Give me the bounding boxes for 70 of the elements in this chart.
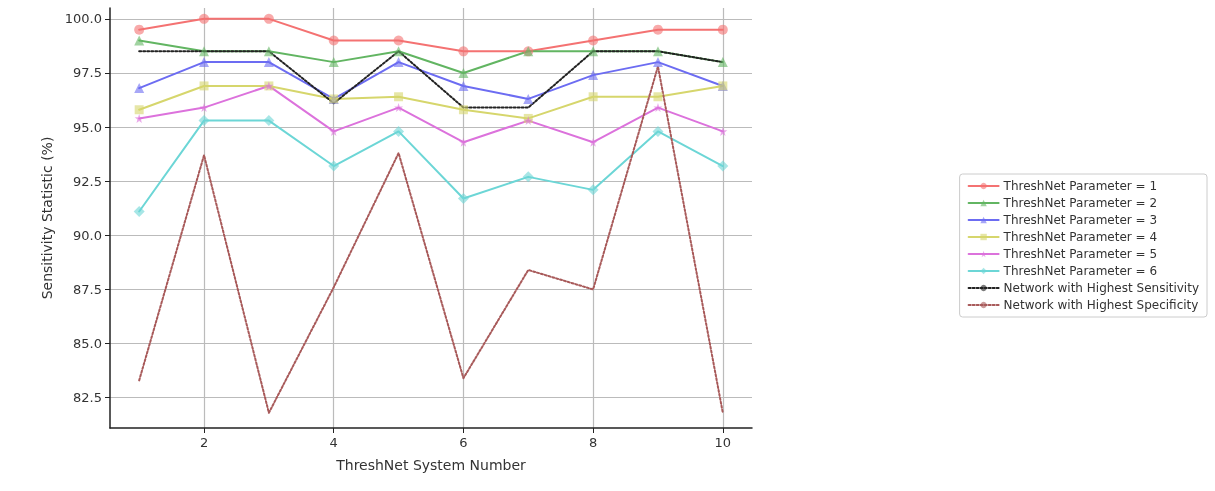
x-tick-label: 2 [199, 435, 209, 450]
y-tick-label: 97.5 [73, 65, 102, 81]
point [263, 115, 275, 127]
point [457, 193, 469, 205]
x-tick-label: 6 [459, 435, 468, 450]
legend-label: ThreshNet Parameter = 1 [1002, 179, 1158, 193]
y-axis-title: Sensitivity Statistic (%) [38, 136, 55, 300]
point [134, 83, 145, 94]
point [458, 105, 468, 115]
point [199, 46, 210, 57]
y-tick-label: 92.5 [73, 173, 102, 189]
point [199, 103, 209, 113]
legend-label: ThreshNet Parameter = 5 [1002, 247, 1158, 261]
x-tick-label: 4 [329, 435, 338, 450]
y-tick-label: 85.0 [73, 336, 102, 352]
point [522, 171, 534, 183]
point [588, 70, 599, 81]
point [199, 13, 210, 24]
point [263, 46, 274, 57]
point [328, 160, 340, 172]
point [393, 57, 404, 68]
x-axis-title: ThreshNet System Number [335, 457, 527, 473]
y-tick-label: 87.5 [73, 281, 102, 297]
point [458, 67, 469, 78]
point [198, 115, 210, 127]
point [523, 93, 534, 104]
point [263, 13, 274, 24]
point [134, 24, 145, 35]
point [718, 126, 728, 136]
point [653, 103, 663, 113]
point [717, 24, 728, 35]
point [393, 125, 405, 137]
x-tick-label: 10 [714, 435, 732, 450]
legend-label: Network with Highest Sensitivity [1003, 281, 1200, 295]
x-tick-label: 8 [588, 435, 598, 450]
point [458, 137, 468, 147]
point [134, 105, 144, 115]
point [134, 35, 145, 46]
point [328, 35, 339, 46]
point [652, 24, 663, 35]
y-tick-label: 90.0 [73, 227, 102, 243]
point [587, 184, 599, 196]
point [717, 160, 729, 172]
legend-label: Network with Highest Specificity [1003, 298, 1199, 312]
point [394, 103, 404, 113]
point [588, 46, 599, 57]
point [199, 81, 209, 91]
point [458, 80, 469, 91]
point [393, 46, 404, 57]
point [199, 57, 210, 68]
y-tick-label: 95.0 [73, 119, 102, 135]
y-tick-label: 82.5 [73, 390, 102, 406]
point [458, 46, 469, 57]
y-tick-label: 100.0 [64, 11, 102, 27]
point [652, 125, 664, 137]
point [588, 35, 599, 46]
point [653, 92, 663, 102]
point [263, 57, 274, 68]
point [394, 92, 404, 102]
point [652, 57, 663, 68]
legend-label: ThreshNet Parameter = 6 [1002, 264, 1158, 278]
legend-label: ThreshNet Parameter = 2 [1002, 196, 1158, 210]
point [717, 57, 728, 68]
legend-label: ThreshNet Parameter = 3 [1002, 213, 1158, 227]
point [328, 57, 339, 68]
point [393, 35, 404, 46]
legend-label: ThreshNet Parameter = 4 [1002, 230, 1158, 244]
point [652, 46, 663, 57]
point [588, 92, 598, 102]
point [133, 206, 145, 218]
